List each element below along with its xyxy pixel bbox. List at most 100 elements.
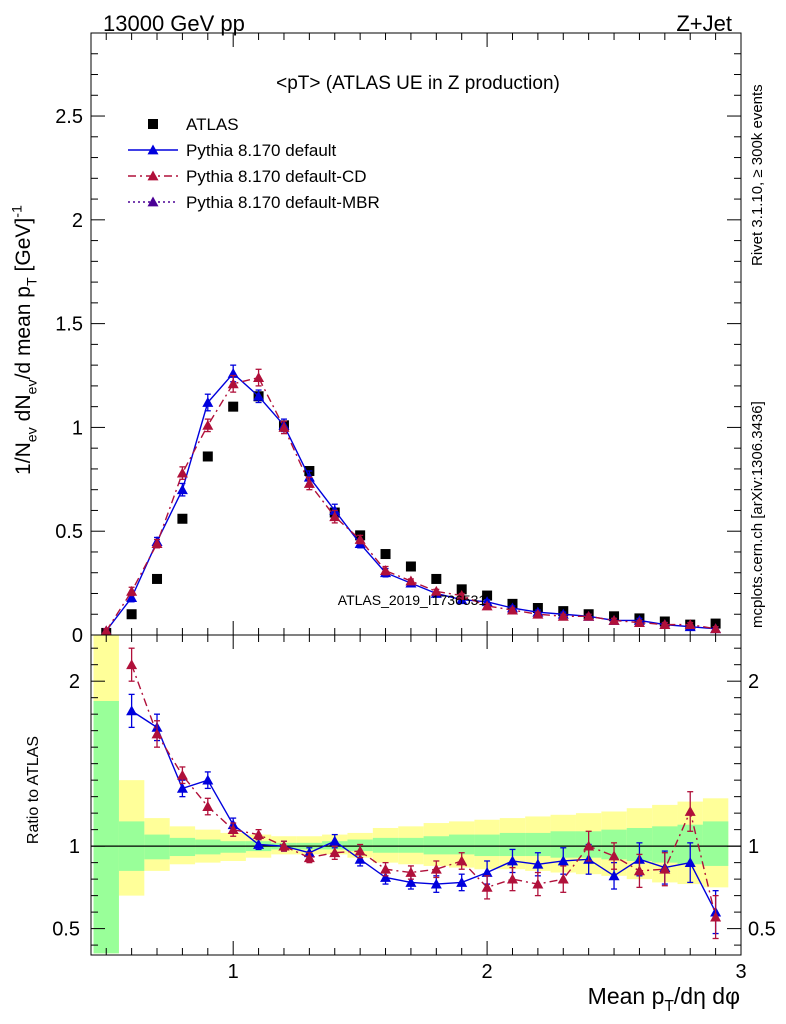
ratio-data (126, 647, 722, 940)
uncertainty-band-bin (449, 834, 475, 855)
ratio-data-point (405, 867, 417, 877)
ratio-data-point (176, 782, 188, 793)
ratio-data-point (481, 881, 493, 892)
ratio-data-point (456, 855, 468, 866)
ratio-data-point (253, 838, 265, 849)
data-point (405, 575, 417, 586)
ratio-data-point (684, 857, 696, 868)
ratio-data-point (659, 863, 671, 874)
main-ylabel: 1/Nev dNev/d mean pT [GeV]-1 (10, 205, 41, 475)
legend-marker (147, 196, 159, 207)
ratio-data-point (227, 824, 239, 835)
ratio-data-point (532, 878, 544, 889)
main-y-tick-label: 0.5 (55, 521, 83, 543)
legend-label: Pythia 8.170 default-CD (186, 167, 367, 186)
ratio-data-point (202, 774, 214, 785)
data-point (152, 573, 163, 584)
ratio-data-point (303, 852, 315, 863)
ratio-x-tick-label: 2 (482, 961, 493, 983)
ratio-bands (93, 635, 729, 954)
main-title: <pT> (ATLAS UE in Z production) (276, 73, 560, 94)
data-point (456, 584, 467, 595)
data-point (202, 397, 214, 407)
ratio-y-tick-label-left: 1 (69, 836, 80, 858)
data-point (227, 378, 239, 389)
ratio-data-point (380, 871, 392, 882)
ratio-y-tick-label-right: 2 (748, 671, 759, 693)
data-point (608, 614, 620, 625)
data-point (329, 511, 341, 522)
series-pythia-8-170-default-cd (100, 368, 722, 636)
data-point (151, 538, 163, 549)
ratio-y-tick-label-right: 1 (748, 836, 759, 858)
data-point (684, 619, 696, 630)
ratio-data-point (176, 769, 188, 780)
data-point (380, 549, 391, 560)
data-point (456, 590, 468, 600)
ratio-data-point (557, 873, 569, 884)
data-point (583, 610, 595, 621)
data-point (430, 585, 442, 596)
data-point (380, 565, 392, 576)
ratio-data-point (557, 855, 569, 866)
uncertainty-band-bin (220, 841, 246, 853)
data-point (710, 623, 722, 634)
data-point (405, 561, 416, 572)
data-point (557, 610, 569, 621)
data-point (228, 401, 239, 412)
ratio-data-point (481, 867, 493, 877)
uncertainty-band-bin (702, 821, 729, 866)
data-point (126, 609, 137, 620)
ratio-y-tick-label-right: 0.5 (748, 919, 776, 941)
data-point (202, 451, 213, 462)
legend-label: Pythia 8.170 default (186, 141, 337, 160)
ratio-panel: 0.5 0.5 1 1 2 2 1 2 3 (52, 634, 776, 983)
data-point (431, 573, 442, 584)
data-point (253, 372, 265, 382)
main-y-tick-label: 1 (72, 417, 83, 439)
ratio-data-point (405, 876, 417, 887)
uncertainty-band-bin (93, 700, 119, 954)
ratio-data-point (354, 853, 366, 864)
watermark-label: ATLAS_2019_I1736531 (338, 592, 487, 608)
legend-marker (148, 119, 158, 129)
legend: ATLAS Pythia 8.170 default Pythia 8.170 de… (128, 115, 380, 212)
header-left-label: 13000 GeV pp (103, 11, 245, 36)
ratio-data-point (151, 728, 163, 739)
uncertainty-band-bin (169, 837, 196, 857)
ratio-data-point (430, 863, 442, 874)
data-point (253, 390, 265, 401)
ratio-data-point (329, 835, 341, 846)
data-point (126, 592, 138, 603)
data-point (532, 608, 544, 619)
ratio-data-point (633, 865, 645, 876)
uncertainty-band-bin (372, 837, 399, 853)
data-point (176, 467, 188, 478)
ratio-data-point (608, 870, 620, 881)
data-point (303, 477, 315, 488)
ratio-data-point (456, 876, 468, 887)
data-point (659, 619, 671, 630)
ratio-data-point (253, 829, 265, 839)
ratio-data-point (126, 659, 138, 670)
mcplots-label: mcplots.cern.ch [arXiv:1306.3436] (749, 401, 766, 628)
data-point (633, 617, 645, 627)
main-y-tick-label: 2.5 (55, 106, 83, 128)
main-panel: 0 0.5 1 1.5 2 2.5 (55, 32, 742, 647)
ratio-data-point (278, 840, 290, 851)
ratio-y-tick-label-left: 2 (69, 671, 80, 693)
main-y-tick-label: 2 (72, 210, 83, 232)
ratio-data-point (506, 873, 518, 884)
data-point (481, 600, 493, 611)
ratio-data-point (684, 805, 696, 816)
uncertainty-band-bin (525, 832, 551, 857)
ratio-data-point (329, 847, 341, 858)
data-point (278, 421, 290, 432)
ratio-data-point (126, 705, 138, 716)
uncertainty-band-bin (398, 837, 424, 853)
header-right-label: Z+Jet (676, 11, 732, 36)
data-point (100, 625, 112, 636)
uncertainty-band-bin (474, 834, 500, 857)
ratio-series-pythia-8-170-default-cd (126, 647, 722, 940)
